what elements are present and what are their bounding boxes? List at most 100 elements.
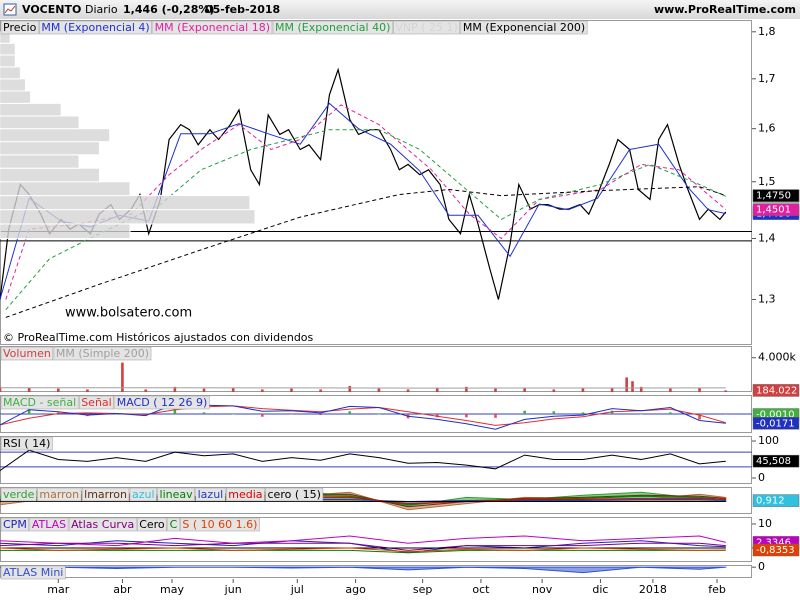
bar	[27, 387, 31, 392]
y-tick-label: 1,8	[758, 25, 776, 38]
bar	[465, 414, 468, 418]
legend-entry: ATLAS Mini	[3, 566, 63, 579]
legend-entry: Señal	[81, 396, 112, 409]
last-value-box	[752, 454, 800, 468]
site: www.ProRealTime.com	[654, 3, 796, 16]
legend-box	[180, 517, 260, 532]
legend-entry: MM (Simple 200)	[56, 347, 149, 360]
bar	[406, 389, 410, 392]
legend-entry: azul	[132, 488, 155, 501]
x-tick-label: feb	[708, 583, 726, 596]
last-value-box	[752, 189, 800, 202]
last-value-label: -0,8353	[756, 545, 795, 556]
legend-box	[0, 436, 53, 451]
y-tick-label: 4.000k	[758, 351, 796, 364]
legend-box	[0, 517, 30, 532]
y-tick-label: 0	[758, 560, 765, 573]
bar	[173, 408, 177, 414]
line	[0, 535, 726, 547]
last-value-label: 0,912	[756, 496, 785, 507]
legend-box	[225, 487, 265, 502]
chart-icon[interactable]	[3, 3, 17, 16]
legend-entry: Atlas Curva	[71, 518, 134, 531]
line	[5, 186, 726, 318]
x-tick-label: 2018	[639, 583, 667, 596]
legend-entry: S ( 10 60 1.6)	[182, 518, 257, 531]
legend-box	[39, 20, 152, 35]
legend-box	[0, 395, 79, 410]
volume-profile-bar	[0, 141, 100, 156]
legend-box	[265, 487, 324, 502]
legend-entry: MM (Exponencial 200)	[463, 21, 585, 34]
bar	[435, 414, 439, 418]
legend-entry: MM (Exponencial 4)	[41, 21, 149, 34]
volume-profile-bar	[0, 128, 111, 143]
line	[0, 403, 726, 430]
legend-entry: lazul	[198, 488, 224, 501]
bar	[639, 414, 643, 415]
legend-box	[114, 395, 210, 410]
legend-entry: Volumen	[3, 347, 51, 360]
volume-profile-bar	[0, 154, 80, 169]
area	[0, 566, 727, 574]
legend-box	[37, 487, 82, 502]
x-tick-label: jul	[290, 583, 304, 596]
bar	[231, 387, 235, 392]
line	[0, 549, 726, 554]
volume-profile-bar	[0, 223, 131, 240]
legend-box	[0, 20, 39, 35]
chart-icon-line	[4, 5, 16, 14]
bar	[581, 388, 585, 392]
legend-entry: verde	[3, 488, 35, 501]
bar	[698, 387, 701, 392]
legend-entry: cero ( 15)	[268, 488, 321, 501]
legend-box	[53, 346, 152, 361]
bar	[581, 412, 585, 414]
panel-content	[0, 535, 726, 554]
bar	[348, 411, 352, 414]
legend-entry: MACD ( 12 26 9)	[117, 396, 208, 409]
y-tick-label: 1,3	[758, 292, 776, 305]
volume-profile-bar	[0, 78, 26, 92]
bar	[202, 388, 206, 392]
bar	[610, 410, 614, 414]
x-tick-label: dic	[592, 583, 608, 596]
x-tick-label: ago	[345, 583, 366, 596]
last-value-label: 184.022	[756, 385, 797, 396]
note: © ProRealTime.com Históricos ajustados c…	[3, 331, 314, 344]
legend-box	[157, 487, 195, 502]
last-value-box	[752, 417, 800, 430]
bar	[0, 386, 2, 392]
plots: 1,31,41,51,61,71,81,4461,44301,45011,473…	[0, 20, 800, 596]
period: Diario	[85, 3, 118, 16]
header-bar	[0, 0, 800, 19]
bar	[319, 389, 322, 392]
volume-profile-bar	[0, 167, 100, 183]
bar	[435, 387, 439, 392]
legend-entry: MM (Exponencial 40)	[275, 21, 390, 34]
bar	[698, 414, 701, 420]
bar	[669, 412, 672, 414]
y-tick-label: 1,6	[758, 122, 776, 135]
legend-entry: marron	[39, 488, 79, 501]
bar	[724, 414, 728, 415]
bar	[377, 414, 381, 415]
legend-entry: C	[170, 518, 178, 531]
volume-profile-bar	[0, 209, 256, 225]
legend-box	[0, 346, 54, 361]
legend-entry: media	[228, 488, 262, 501]
bar	[523, 387, 526, 392]
bar	[377, 388, 381, 392]
bar	[669, 388, 672, 392]
bar	[465, 386, 468, 392]
legend-entry: ATLAS	[32, 518, 66, 531]
bar	[348, 386, 352, 392]
legend-entry: lineav	[160, 488, 194, 501]
last-price: 1,446 (-0,28%)	[123, 3, 214, 16]
symbol: VOCENTO	[22, 3, 81, 16]
bar	[115, 414, 118, 415]
legend-box	[272, 20, 393, 35]
volume-profile-bar	[0, 195, 251, 211]
bar	[56, 388, 60, 392]
last-value-label: 1,4501	[756, 205, 791, 216]
